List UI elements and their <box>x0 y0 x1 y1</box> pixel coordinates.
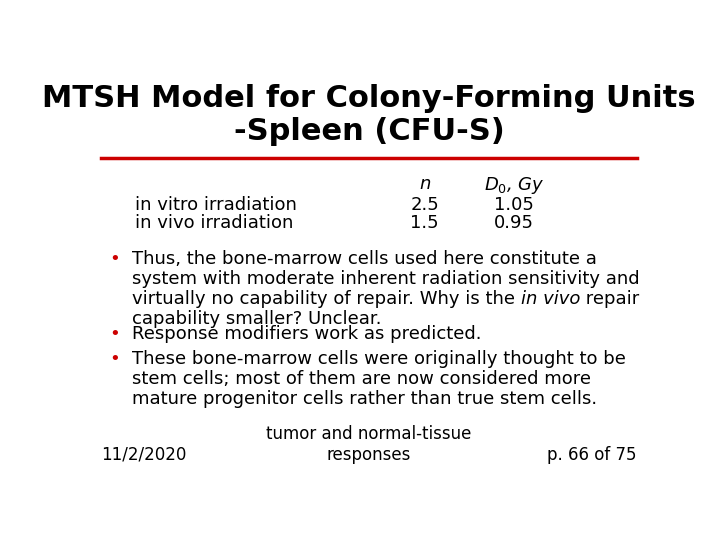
Text: Response modifiers work as predicted.: Response modifiers work as predicted. <box>132 325 482 343</box>
Text: system with moderate inherent radiation sensitivity and: system with moderate inherent radiation … <box>132 270 639 288</box>
Text: 1.05: 1.05 <box>494 196 534 214</box>
Text: 0.95: 0.95 <box>494 214 534 233</box>
Text: These bone-marrow cells were originally thought to be: These bone-marrow cells were originally … <box>132 349 626 368</box>
Text: •: • <box>109 349 120 368</box>
Text: 11/2/2020: 11/2/2020 <box>101 446 186 464</box>
Text: $D_0$, Gy: $D_0$, Gy <box>484 175 544 196</box>
Text: repair: repair <box>580 290 639 308</box>
Text: in vitro irradiation: in vitro irradiation <box>135 196 297 214</box>
Text: Thus, the bone-marrow cells used here constitute a: Thus, the bone-marrow cells used here co… <box>132 250 597 268</box>
Text: capability smaller? Unclear.: capability smaller? Unclear. <box>132 310 382 328</box>
Text: •: • <box>109 250 120 268</box>
Text: stem cells; most of them are now considered more: stem cells; most of them are now conside… <box>132 369 591 388</box>
Text: in vivo irradiation: in vivo irradiation <box>135 214 293 233</box>
Text: n: n <box>419 175 431 193</box>
Text: virtually no capability of repair. Why is the: virtually no capability of repair. Why i… <box>132 290 521 308</box>
Text: tumor and normal-tissue
responses: tumor and normal-tissue responses <box>266 425 472 464</box>
Text: 1.5: 1.5 <box>410 214 439 233</box>
Text: MTSH Model for Colony-Forming Units
-Spleen (CFU-S): MTSH Model for Colony-Forming Units -Spl… <box>42 84 696 146</box>
Text: in vivo: in vivo <box>521 290 580 308</box>
Text: 2.5: 2.5 <box>410 196 439 214</box>
Text: mature progenitor cells rather than true stem cells.: mature progenitor cells rather than true… <box>132 389 597 408</box>
Text: p. 66 of 75: p. 66 of 75 <box>547 446 637 464</box>
Text: •: • <box>109 325 120 343</box>
